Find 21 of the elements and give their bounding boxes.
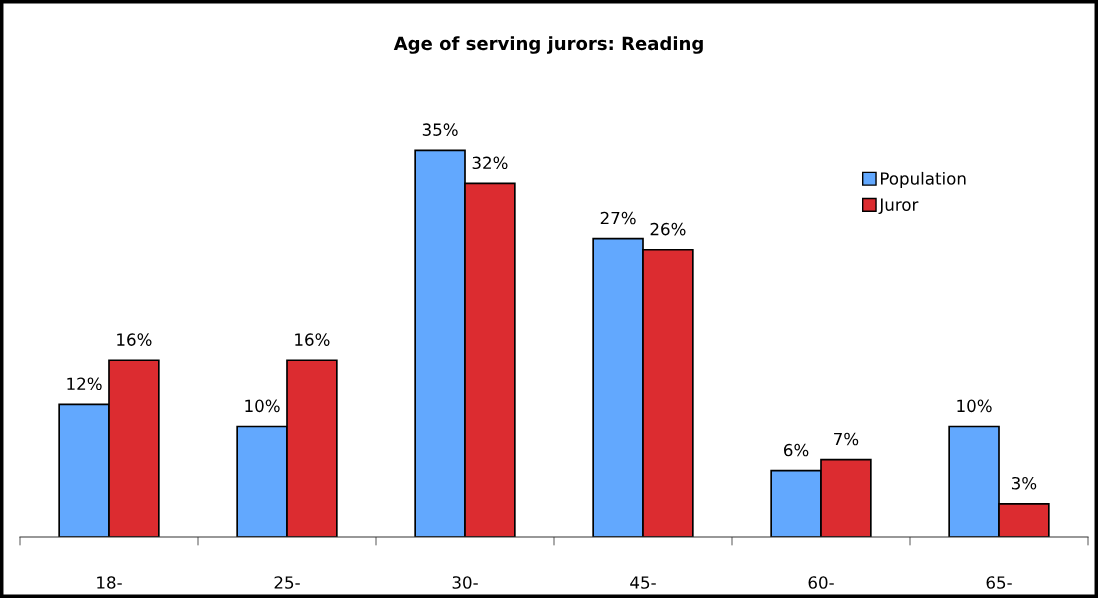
data-label: 27% [600,211,636,225]
x-tick-label: 18- [97,576,122,589]
chart-title: Age of serving jurors: Reading [393,36,703,54]
legend-label: Juror [878,198,919,215]
data-label: 26% [650,222,686,236]
data-label: 32% [472,156,508,170]
data-label: 35% [422,123,458,136]
x-tick-label: 45- [630,576,656,589]
x-tick-label: 60- [808,576,834,589]
x-tick-label: 30- [452,576,478,589]
x-tick-label: 65- [986,576,1012,589]
data-label: 10% [957,399,992,413]
data-label: 16% [295,333,330,346]
x-tick-label: 25- [274,576,300,589]
data-label: 3% [1011,476,1037,490]
data-label: 10% [245,399,280,413]
data-label: 7% [834,432,859,446]
data-label: 16% [117,333,152,346]
data-label: 6% [784,443,809,457]
data-label: 12% [67,377,102,391]
legend-label: Population [881,171,966,189]
